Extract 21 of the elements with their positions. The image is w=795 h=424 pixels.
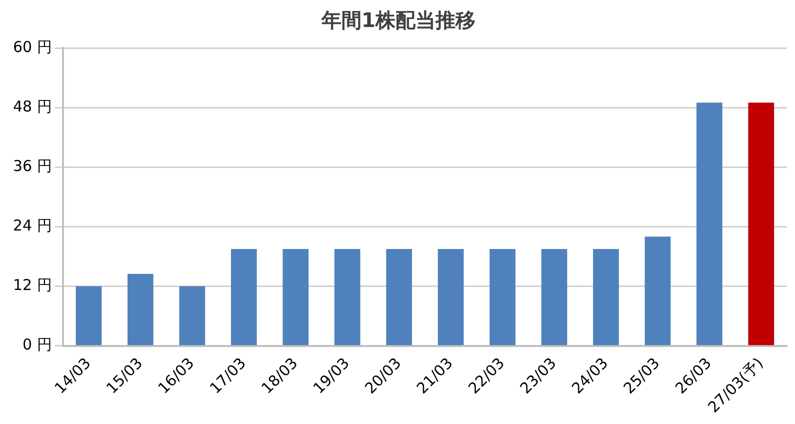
bar [593,249,619,346]
bar [541,249,568,346]
y-tick-label: 0 円 [22,336,52,354]
bar [128,274,154,346]
bar [438,249,464,346]
bar [230,249,257,346]
y-tick-label: 24 円 [12,216,52,235]
y-tick-label: 36 円 [12,157,52,176]
bar [386,249,412,346]
bar [179,286,206,346]
y-tick-label: 48 円 [12,97,52,116]
bar [490,249,516,346]
bar [644,236,671,346]
y-tick-label: 60 円 [12,38,52,56]
bar [76,286,102,346]
bar [748,102,774,346]
y-tick-label: 12 円 [12,276,52,294]
bar [696,102,722,346]
chart-title: 年間1株配当推移 [320,8,476,32]
bar [282,249,309,346]
bar [334,249,360,346]
